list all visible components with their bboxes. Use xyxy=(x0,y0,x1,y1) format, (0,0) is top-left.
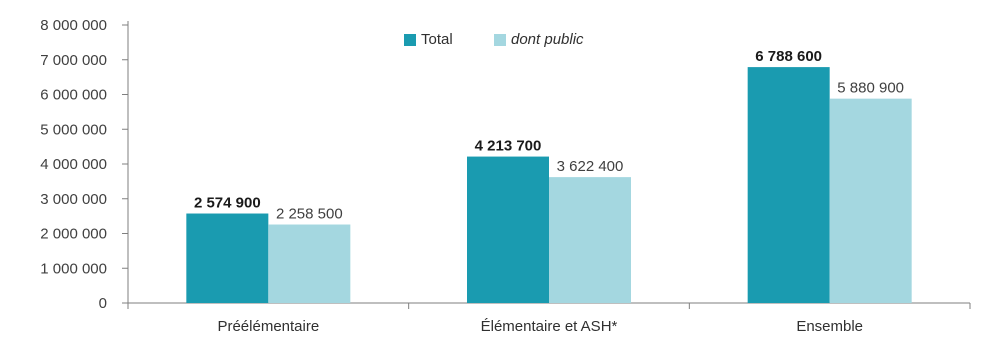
x-category-label: Ensemble xyxy=(796,318,863,335)
x-category-label: Préélémentaire xyxy=(217,318,319,335)
y-tick-label: 1 000 000 xyxy=(40,260,107,277)
data-label-total: 4 213 700 xyxy=(475,138,542,155)
data-label-public: 2 258 500 xyxy=(276,206,343,223)
y-axis: 0 1 000 000 2 000 000 3 000 000 4 000 000 5 0… xyxy=(40,17,129,312)
data-label-public: 3 622 400 xyxy=(557,158,624,175)
y-tick-label: 5 000 000 xyxy=(40,121,107,138)
y-tick-label: 8 000 000 xyxy=(40,17,107,34)
bar-public xyxy=(829,98,912,303)
y-tick-label: 2 000 000 xyxy=(40,226,107,243)
y-tick-label: 3 000 000 xyxy=(40,191,107,208)
bar-total xyxy=(467,156,549,303)
bar-public xyxy=(268,224,351,303)
bar-total xyxy=(747,67,830,303)
bar-total xyxy=(186,213,269,303)
data-label-total: 2 574 900 xyxy=(194,195,261,212)
x-category-label: Élémentaire et ASH* xyxy=(481,318,618,335)
x-axis: Préélémentaire Élémentaire et ASH* Ensembl… xyxy=(127,302,971,335)
bars xyxy=(186,67,912,303)
data-label-total: 6 788 600 xyxy=(755,48,822,65)
legend-swatch-total xyxy=(404,34,416,46)
y-tick-label: 4 000 000 xyxy=(40,156,107,173)
bar-public xyxy=(549,177,631,303)
data-labels: 2 574 900 2 258 500 4 213 700 3 622 400 6 78… xyxy=(194,48,904,222)
legend: Total dont public xyxy=(404,31,584,48)
legend-swatch-public xyxy=(494,34,506,46)
legend-label-public: dont public xyxy=(511,31,584,48)
data-label-public: 5 880 900 xyxy=(837,80,904,97)
y-tick-label: 6 000 000 xyxy=(40,87,107,104)
y-tick-label: 0 xyxy=(99,295,107,312)
legend-label-total: Total xyxy=(421,31,453,48)
y-tick-label: 7 000 000 xyxy=(40,52,107,69)
